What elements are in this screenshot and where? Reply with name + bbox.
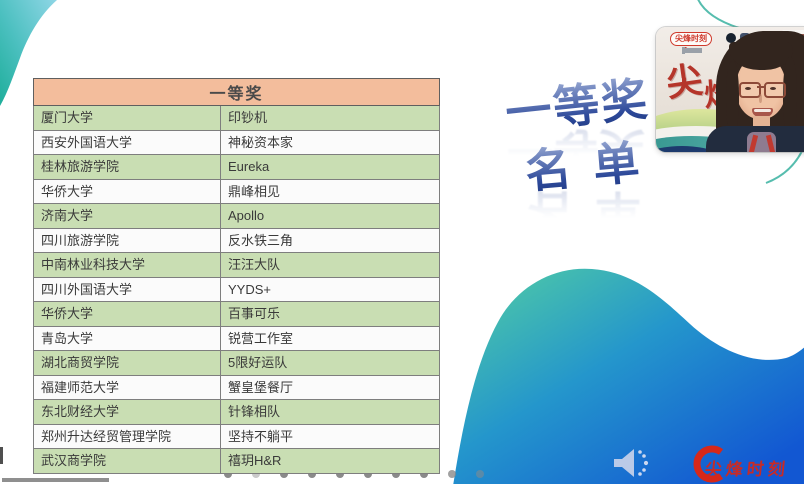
title-line-2-reflection: 名单 — [527, 182, 663, 248]
table-row: 福建师范大学 蟹皇堡餐厅 — [33, 374, 441, 400]
team-cell: Apollo — [219, 203, 441, 229]
university-cell: 华侨大学 — [33, 178, 221, 204]
dot — [308, 470, 316, 478]
university-cell: 福建师范大学 — [33, 374, 221, 400]
window-edge-bar — [2, 478, 109, 482]
table-row: 青岛大学 锐营工作室 — [33, 325, 441, 351]
presenter-eye — [745, 87, 751, 90]
table-row: 湖北商贸学院 5限好运队 — [33, 350, 441, 376]
speaker-icon[interactable] — [606, 444, 662, 484]
webcam-feed[interactable]: 尖烽时刻 尖 烽 — [656, 27, 804, 152]
table-row: 东北财经大学 针锋相队 — [33, 399, 441, 425]
team-cell: 反水铁三角 — [219, 227, 441, 253]
table-row: 中南林业科技大学 汪汪大队 — [33, 252, 441, 278]
dot — [448, 470, 456, 478]
university-cell: 郑州升达经贸管理学院 — [33, 423, 221, 449]
presenter-bangs — [729, 42, 793, 70]
table-row: 桂林旅游学院 Eureka — [33, 154, 441, 180]
university-cell: 东北财经大学 — [33, 399, 221, 425]
dot — [252, 470, 260, 478]
brand-watermark: 尖烽时刻 — [690, 445, 804, 485]
university-cell: 四川外国语大学 — [33, 276, 221, 302]
team-cell: 神秘资本家 — [219, 129, 441, 155]
sponsor-logo-icon — [726, 33, 736, 43]
glasses — [739, 82, 761, 98]
presenter-hair — [726, 61, 739, 135]
dot — [224, 470, 232, 478]
dot — [420, 470, 428, 478]
glasses — [757, 86, 764, 88]
university-cell: 厦门大学 — [33, 105, 221, 131]
table-header-row: 一等奖 — [32, 78, 441, 106]
table-row: 济南大学 Apollo — [33, 203, 441, 229]
table-row: 华侨大学 鼎峰相见 — [33, 178, 441, 204]
banner-hill-graphic — [656, 146, 736, 152]
event-logo-pill: 尖烽时刻 — [670, 32, 712, 46]
presenter-nose — [759, 94, 762, 103]
table-row: 四川旅游学院 反水铁三角 — [33, 227, 441, 253]
university-cell: 青岛大学 — [33, 325, 221, 351]
presenter-eye — [770, 87, 776, 90]
decorative-dots — [224, 470, 484, 478]
team-cell: YYDS+ — [219, 276, 441, 302]
glasses — [764, 82, 786, 98]
table-row: 厦门大学 印钞机 — [33, 105, 441, 131]
team-cell: 蟹皇堡餐厅 — [219, 374, 441, 400]
university-cell: 湖北商贸学院 — [33, 350, 221, 376]
table-header-first-prize: 一等奖 — [32, 78, 441, 106]
team-cell: 鼎峰相见 — [219, 178, 441, 204]
table-row: 西安外国语大学 神秘资本家 — [33, 129, 441, 155]
team-cell: 禧玥H&R — [219, 448, 441, 474]
team-cell: 百事可乐 — [219, 301, 441, 327]
watermark-label: 尖烽时刻 — [703, 460, 790, 479]
dot — [364, 470, 372, 478]
organizer-logo-strip — [682, 46, 778, 54]
university-cell: 中南林业科技大学 — [33, 252, 221, 278]
presenter-hair — [783, 57, 797, 137]
team-cell: 5限好运队 — [219, 350, 441, 376]
banner-calligraphy-char: 尖 — [663, 59, 706, 105]
team-cell: 针锋相队 — [219, 399, 441, 425]
university-cell: 四川旅游学院 — [33, 227, 221, 253]
presenter-mouth — [752, 108, 773, 117]
dot — [476, 470, 484, 478]
team-cell: Eureka — [219, 154, 441, 180]
team-cell: 印钞机 — [219, 105, 441, 131]
team-cell: 坚持不躺平 — [219, 423, 441, 449]
dot — [280, 470, 288, 478]
university-cell: 济南大学 — [33, 203, 221, 229]
table-row: 四川外国语大学 YYDS+ — [33, 276, 441, 302]
university-cell: 华侨大学 — [33, 301, 221, 327]
university-cell: 西安外国语大学 — [33, 129, 221, 155]
team-cell: 锐营工作室 — [219, 325, 441, 351]
university-cell: 武汉商学院 — [33, 448, 221, 474]
first-prize-table: 一等奖 厦门大学 印钞机 西安外国语大学 神秘资本家 桂林旅游学院 Eureka… — [32, 78, 441, 474]
dot — [392, 470, 400, 478]
table-row: 华侨大学 百事可乐 — [33, 301, 441, 327]
table-row: 武汉商学院 禧玥H&R — [33, 448, 441, 474]
window-edge-tick — [0, 447, 3, 464]
university-cell: 桂林旅游学院 — [33, 154, 221, 180]
dot — [336, 470, 344, 478]
team-cell: 汪汪大队 — [219, 252, 441, 278]
table-row: 郑州升达经贸管理学院 坚持不躺平 — [33, 423, 441, 449]
